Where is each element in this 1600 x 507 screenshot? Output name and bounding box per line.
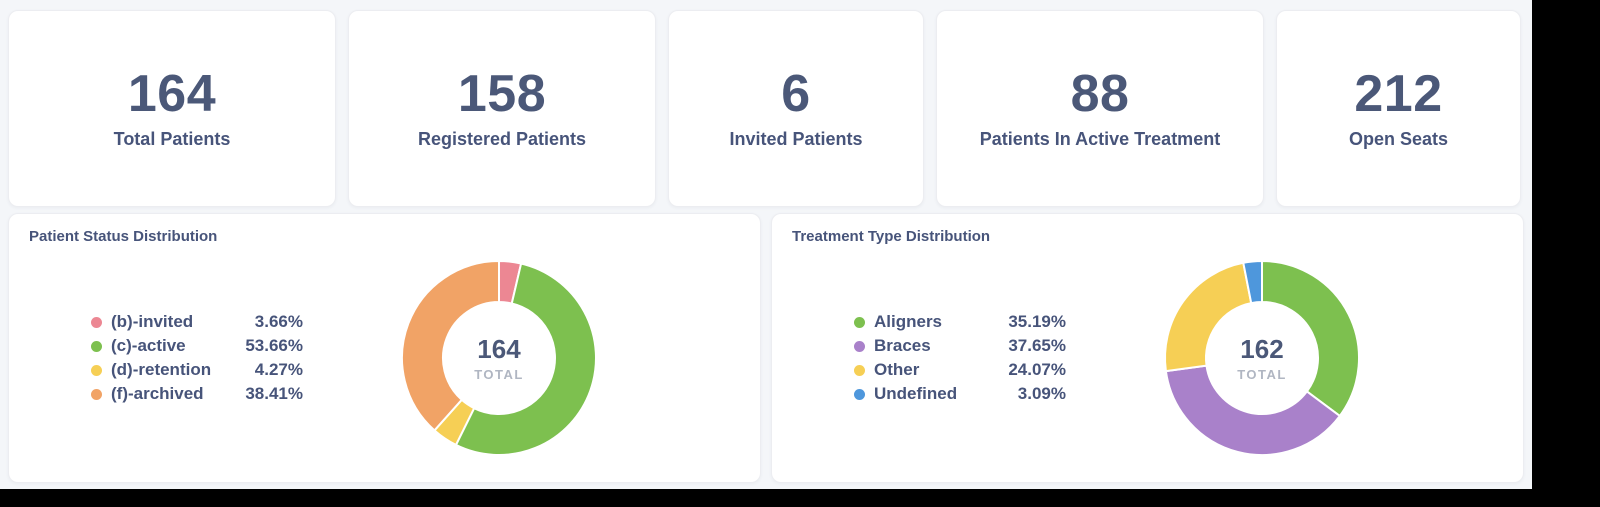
- legend-color-dot: [854, 364, 865, 376]
- legend-label: (d)-retention: [111, 360, 212, 379]
- legend-label: (c)-active: [111, 336, 186, 355]
- stat-card: 88 Patients In Active Treatment: [936, 10, 1264, 207]
- chart-title: Treatment Type Distribution: [792, 228, 991, 245]
- legend-percentage: 24.07%: [1008, 360, 1066, 379]
- stat-label: Open Seats: [1348, 128, 1449, 149]
- legend-label: Undefined: [874, 384, 958, 403]
- legend-percentage: 53.66%: [245, 336, 303, 355]
- chart-card: Treatment Type Distribution Aligners 35.…: [771, 213, 1524, 483]
- dashboard-root: 164 Total Patients 158 Registered Patien…: [0, 0, 1532, 489]
- stat-card: 158 Registered Patients: [348, 10, 656, 207]
- legend-label: Braces: [874, 336, 931, 355]
- legend-label: Other: [874, 360, 920, 379]
- legend-color-dot: [854, 316, 865, 328]
- legend-color-dot: [91, 316, 102, 328]
- stat-value: 212: [1354, 65, 1443, 124]
- legend-item[interactable]: (b)-invited 3.66%: [91, 310, 303, 334]
- charts-row: Patient Status Distribution (b)-invited …: [0, 207, 1532, 483]
- donut-chart: 162 TOTAL: [1162, 258, 1362, 458]
- stat-card: 212 Open Seats: [1276, 10, 1521, 207]
- stat-label: Invited Patients: [729, 128, 863, 149]
- chart-legend: Aligners 35.19% Braces 37.65% Other 24.0…: [854, 310, 1066, 406]
- stat-value: 164: [127, 65, 217, 124]
- donut-slice[interactable]: [400, 260, 500, 432]
- stat-label: Registered Patients: [417, 128, 587, 149]
- legend-color-dot: [91, 340, 102, 352]
- stat-label: Total Patients: [113, 128, 231, 149]
- chart-body: (b)-invited 3.66% (c)-active 53.66% (d)-…: [9, 234, 760, 482]
- legend-percentage: 35.19%: [1008, 312, 1066, 331]
- chart-title: Patient Status Distribution: [29, 228, 218, 245]
- legend-item[interactable]: (f)-archived 38.41%: [91, 382, 303, 406]
- chart-body: Aligners 35.19% Braces 37.65% Other 24.0…: [772, 234, 1523, 482]
- stat-value: 88: [1070, 65, 1130, 124]
- legend-item[interactable]: Aligners 35.19%: [854, 310, 1066, 334]
- legend-color-dot: [91, 388, 102, 400]
- legend-item[interactable]: Braces 37.65%: [854, 334, 1066, 358]
- legend-item[interactable]: (c)-active 53.66%: [91, 334, 303, 358]
- donut-slice[interactable]: [454, 262, 597, 456]
- donut-chart: 164 TOTAL: [399, 258, 599, 458]
- legend-percentage: 37.65%: [1008, 336, 1066, 355]
- legend-label: (b)-invited: [111, 312, 194, 331]
- legend-color-dot: [854, 340, 865, 352]
- legend-percentage: 3.66%: [254, 312, 303, 331]
- stat-value: 6: [781, 65, 811, 124]
- chart-legend: (b)-invited 3.66% (c)-active 53.66% (d)-…: [91, 310, 303, 406]
- stat-label: Patients In Active Treatment: [979, 128, 1221, 149]
- legend-label: Aligners: [874, 312, 943, 331]
- donut-slice[interactable]: [1261, 260, 1360, 417]
- legend-percentage: 3.09%: [1017, 384, 1066, 403]
- stat-value: 158: [457, 65, 547, 124]
- legend-item[interactable]: Other 24.07%: [854, 358, 1066, 382]
- donut-svg[interactable]: [399, 258, 599, 458]
- stat-card: 6 Invited Patients: [668, 10, 924, 207]
- legend-percentage: 38.41%: [245, 384, 303, 403]
- stat-card: 164 Total Patients: [8, 10, 336, 207]
- legend-color-dot: [854, 388, 865, 400]
- legend-item[interactable]: Undefined 3.09%: [854, 382, 1066, 406]
- donut-slice[interactable]: [1242, 260, 1263, 305]
- chart-card: Patient Status Distribution (b)-invited …: [8, 213, 761, 483]
- donut-svg[interactable]: [1162, 258, 1362, 458]
- legend-percentage: 4.27%: [254, 360, 303, 379]
- donut-slice[interactable]: [1164, 364, 1341, 457]
- stats-row: 164 Total Patients 158 Registered Patien…: [0, 0, 1532, 207]
- donut-slice[interactable]: [1164, 261, 1253, 373]
- legend-color-dot: [91, 364, 102, 376]
- legend-label: (f)-archived: [111, 384, 204, 403]
- legend-item[interactable]: (d)-retention 4.27%: [91, 358, 303, 382]
